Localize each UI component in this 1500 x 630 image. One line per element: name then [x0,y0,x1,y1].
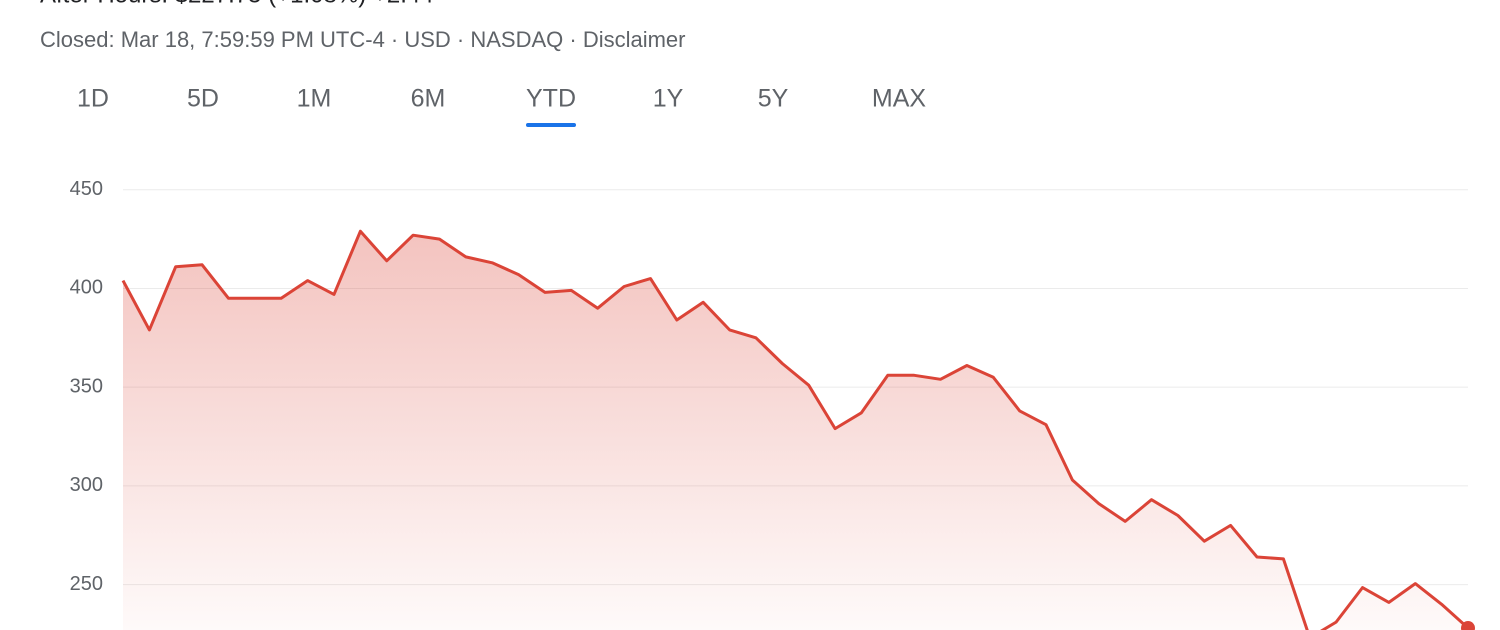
price-line [121,229,1470,630]
y-tick-label: 350 [70,375,103,397]
range-tab[interactable]: MAX [872,85,927,113]
after-hours: After Hours: $227.75 (+1.08%) +2.44 [40,0,434,8]
price-area [123,231,1468,630]
range-tab[interactable]: YTD [526,85,576,113]
market-status: Closed: Mar 18, 7:59:59 PM UTC-4 · USD ·… [40,27,686,52]
y-tick-label: 450 [70,178,103,200]
range-tab[interactable]: 1M [297,85,332,113]
range-tab[interactable]: 6M [411,85,446,113]
last-price-dot [1461,621,1475,630]
y-tick-label: 400 [70,277,103,299]
range-tab[interactable]: 5D [187,85,219,113]
selected-indicator [526,123,576,127]
range-tab[interactable]: 1D [77,85,109,113]
price-chart: 250 300 350 400 450 [70,178,1475,630]
y-tick-label: 250 [70,573,103,595]
y-tick-label: 300 [70,474,103,496]
range-tabs: 1D 5D 1M 6M YTD 1Y 5Y MAX [77,85,926,127]
range-tab[interactable]: 1Y [653,85,684,113]
range-tab[interactable]: 5Y [758,85,789,113]
